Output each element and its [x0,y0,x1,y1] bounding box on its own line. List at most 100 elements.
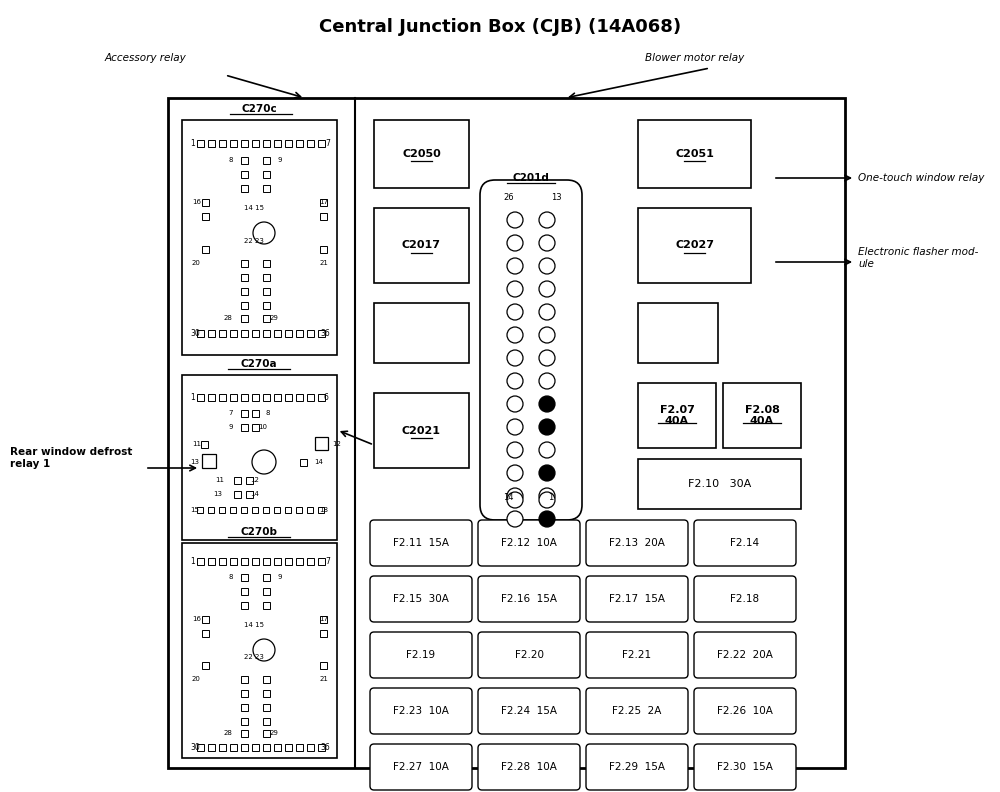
Text: 1: 1 [190,139,195,147]
Text: 26: 26 [503,193,514,203]
FancyBboxPatch shape [370,632,472,678]
Bar [196,744,204,751]
Text: 11: 11 [192,441,201,447]
FancyBboxPatch shape [370,576,472,622]
Bar [262,260,270,266]
Bar [218,394,226,401]
Bar [218,558,226,565]
Bar [262,394,270,401]
Text: 9: 9 [228,424,233,430]
Bar [638,459,801,509]
Circle shape [507,492,523,508]
Text: F2.24  15A: F2.24 15A [501,706,557,716]
Circle shape [539,281,555,297]
Text: 18: 18 [319,507,328,513]
Bar [208,394,214,401]
Bar [240,329,248,337]
Bar [320,630,326,637]
Bar [240,558,248,565]
Bar [240,273,248,280]
Text: F2.14: F2.14 [730,538,760,548]
Bar [230,394,237,401]
Bar [202,212,208,219]
Text: 14: 14 [250,491,259,497]
Bar [240,260,248,266]
Bar [182,120,337,355]
Bar [262,302,270,309]
Bar [240,314,248,322]
Circle shape [539,511,555,527]
Text: 20: 20 [192,260,201,266]
Bar [306,329,314,337]
Text: 20: 20 [192,676,201,682]
Bar [230,744,237,751]
Bar [638,303,718,363]
Circle shape [539,304,555,320]
Circle shape [539,442,555,458]
Bar [208,558,214,565]
Bar [197,507,203,513]
Bar [262,744,270,751]
Text: 14: 14 [314,459,323,465]
Bar [306,558,314,565]
Bar [182,543,337,758]
Text: 13: 13 [213,491,222,497]
Text: 14 15: 14 15 [244,205,264,211]
Bar [240,703,248,710]
FancyBboxPatch shape [478,520,580,566]
Bar [202,246,208,253]
Bar [202,615,208,623]
FancyBboxPatch shape [586,632,688,678]
FancyBboxPatch shape [586,744,688,790]
Text: 8: 8 [266,410,270,416]
Bar [320,212,326,219]
Bar [374,393,469,468]
Bar [320,661,326,668]
Bar [240,409,248,417]
Circle shape [252,450,276,474]
Text: 30: 30 [190,329,200,337]
Text: Electronic flasher mod-
ule: Electronic flasher mod- ule [858,247,978,268]
Bar [241,507,247,513]
Bar [240,676,248,683]
Circle shape [507,350,523,366]
Text: F2.20: F2.20 [514,650,544,660]
Bar [263,507,269,513]
Text: F2.28  10A: F2.28 10A [501,762,557,772]
Bar [638,383,716,448]
Text: 13: 13 [190,459,199,465]
Bar [252,409,258,417]
Text: 21: 21 [319,676,328,682]
Bar [240,424,248,431]
Circle shape [507,442,523,458]
Text: F2.16  15A: F2.16 15A [501,594,557,604]
Text: F2.13  20A: F2.13 20A [609,538,665,548]
Circle shape [539,258,555,274]
FancyBboxPatch shape [694,744,796,790]
Bar [252,558,258,565]
Text: 22 23: 22 23 [244,238,264,244]
Text: F2.23  10A: F2.23 10A [393,706,449,716]
Text: Central Junction Box (CJB) (14A068): Central Junction Box (CJB) (14A068) [319,18,681,36]
Text: 7: 7 [325,139,330,147]
Bar [262,729,270,737]
Text: 28: 28 [223,315,232,321]
Bar [240,287,248,295]
Text: F2.10   30A: F2.10 30A [688,479,751,489]
Bar [202,630,208,637]
Text: 16: 16 [192,199,201,205]
Text: F2.19: F2.19 [406,650,436,660]
Text: 1: 1 [190,393,195,402]
FancyBboxPatch shape [586,520,688,566]
Circle shape [253,639,275,661]
Circle shape [539,465,555,481]
Bar [306,394,314,401]
Bar [274,507,280,513]
Bar [234,490,240,497]
Circle shape [507,304,523,320]
Text: 9: 9 [277,574,282,580]
Bar [230,139,237,147]
Bar [262,287,270,295]
Bar [285,329,292,337]
Bar [374,120,469,188]
